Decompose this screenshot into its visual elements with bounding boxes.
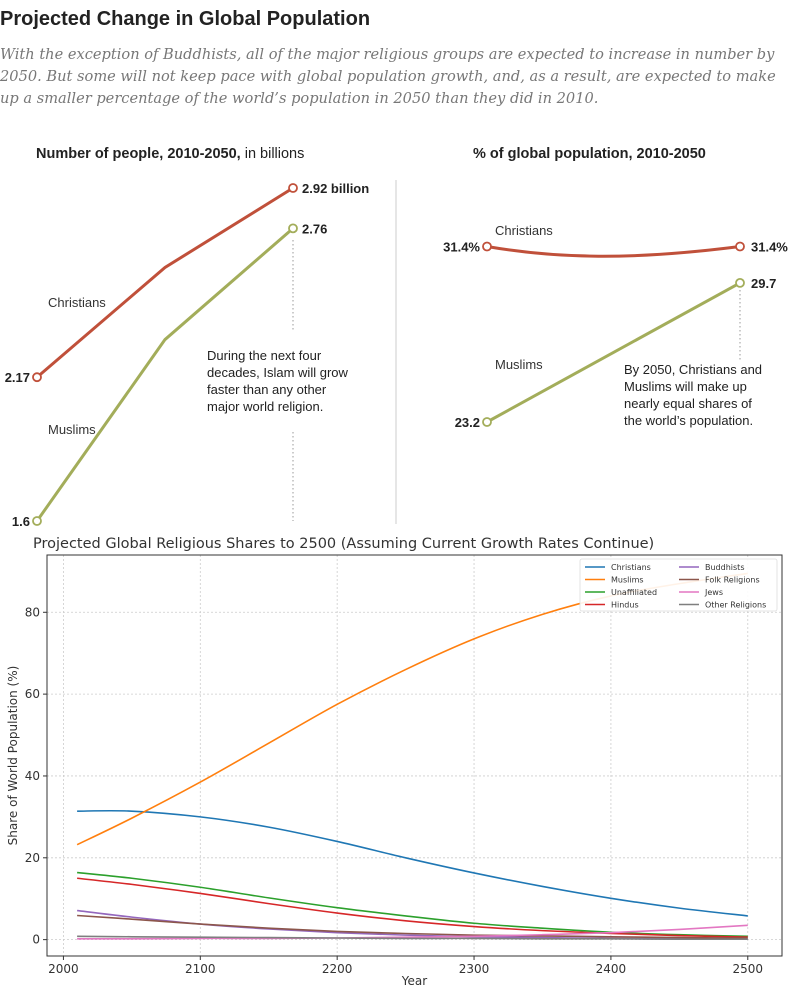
number-chart-title-bold: Number of people, 2010-2050, bbox=[36, 146, 241, 162]
muslims-share-end-point bbox=[735, 277, 745, 288]
y-tick-label: 20 bbox=[25, 851, 40, 865]
percent-share-chart: % of global population, 2010-2050 31.4% 3… bbox=[443, 146, 788, 430]
y-tick-label: 0 bbox=[32, 933, 40, 947]
christians-share-start-point bbox=[482, 241, 492, 252]
annotation-line: the world’s population. bbox=[624, 413, 753, 428]
annotation-line: nearly equal shares of bbox=[624, 396, 752, 411]
muslims-share-start-label: 23.2 bbox=[455, 415, 480, 430]
number-of-people-chart: Number of people, 2010-2050, in billions… bbox=[5, 146, 370, 529]
legend-label-hindus: Hindus bbox=[611, 601, 639, 610]
y-tick-label: 80 bbox=[25, 605, 40, 619]
y-tick-label: 60 bbox=[25, 687, 40, 701]
x-tick-label: 2400 bbox=[596, 962, 627, 976]
christians-projection-line bbox=[77, 809, 748, 917]
muslims-start-label: 1.6 bbox=[12, 514, 30, 529]
number-chart-title-rest: in billions bbox=[241, 146, 305, 162]
muslims-end-label: 2.76 bbox=[302, 221, 327, 236]
christians-start-label: 2.17 bbox=[5, 370, 30, 385]
christians-series-label: Christians bbox=[48, 295, 106, 310]
projection-chart: Projected Global Religious Shares to 250… bbox=[6, 536, 783, 988]
number-chart-title: Number of people, 2010-2050, in billions bbox=[36, 146, 304, 162]
christians-start-point bbox=[32, 372, 42, 383]
muslims-share-series-label: Muslims bbox=[495, 357, 543, 372]
muslims-share-end-label: 29.7 bbox=[751, 276, 776, 291]
muslims-end-point bbox=[288, 223, 298, 234]
x-tick-label: 2000 bbox=[48, 962, 79, 976]
page-subtitle: With the exception of Buddhists, all of … bbox=[0, 46, 776, 107]
x-tick-label: 2200 bbox=[322, 962, 353, 976]
muslims-line bbox=[35, 227, 294, 522]
legend-label-unaffiliated: Unaffiliated bbox=[611, 588, 657, 597]
muslims-start-point bbox=[32, 516, 42, 526]
x-tick-label: 2100 bbox=[185, 962, 216, 976]
annotation-line: major world religion. bbox=[207, 399, 323, 414]
legend-box bbox=[579, 558, 778, 612]
unaffiliated-projection-line bbox=[77, 871, 748, 938]
y-tick-label: 40 bbox=[25, 769, 40, 783]
annotation-line: decades, Islam will grow bbox=[207, 365, 348, 380]
x-tick-label: 2300 bbox=[459, 962, 490, 976]
muslims-share-line bbox=[486, 281, 741, 424]
annotation-line: faster than any other bbox=[207, 382, 327, 397]
muslims-share-start-point bbox=[482, 417, 492, 427]
annotation-line: Muslims will make up bbox=[624, 379, 747, 394]
christians-share-end-point bbox=[735, 241, 745, 252]
legend-label-folk-religions: Folk Religions bbox=[705, 576, 760, 585]
annotation-line: During the next four bbox=[207, 348, 322, 363]
legend-label-jews: Jews bbox=[704, 588, 723, 597]
christians-line bbox=[36, 186, 294, 379]
hindus-projection-line bbox=[77, 877, 748, 938]
christians-share-series-label: Christians bbox=[495, 223, 553, 238]
christians-share-start-label: 31.4% bbox=[443, 240, 480, 255]
plot-frame bbox=[46, 554, 783, 957]
folk-religions-projection-line bbox=[77, 914, 748, 939]
muslims-projection-line bbox=[76, 572, 748, 846]
annotation-line: By 2050, Christians and bbox=[624, 362, 762, 377]
jews-projection-line bbox=[77, 924, 748, 940]
legend-label-buddhists: Buddhists bbox=[705, 563, 744, 572]
muslims-series-label: Muslims bbox=[48, 422, 96, 437]
percent-chart-title: % of global population, 2010-2050 bbox=[473, 146, 706, 162]
legend-label-muslims: Muslims bbox=[611, 576, 644, 585]
legend-label-other-religions: Other Religions bbox=[705, 601, 766, 610]
christians-end-label: 2.92 billion bbox=[302, 181, 369, 196]
page-title: Projected Change in Global Population bbox=[0, 8, 371, 30]
y-axis-label: Share of World Population (%) bbox=[6, 666, 20, 846]
projection-chart-title: Projected Global Religious Shares to 250… bbox=[33, 536, 654, 552]
christians-share-line bbox=[486, 245, 741, 258]
christians-share-end-label: 31.4% bbox=[751, 240, 788, 255]
legend-label-christians: Christians bbox=[611, 563, 651, 572]
x-tick-label: 2500 bbox=[733, 962, 764, 976]
x-axis-label: Year bbox=[401, 974, 427, 988]
christians-end-point bbox=[288, 183, 298, 193]
other-religions-projection-line bbox=[77, 935, 748, 941]
